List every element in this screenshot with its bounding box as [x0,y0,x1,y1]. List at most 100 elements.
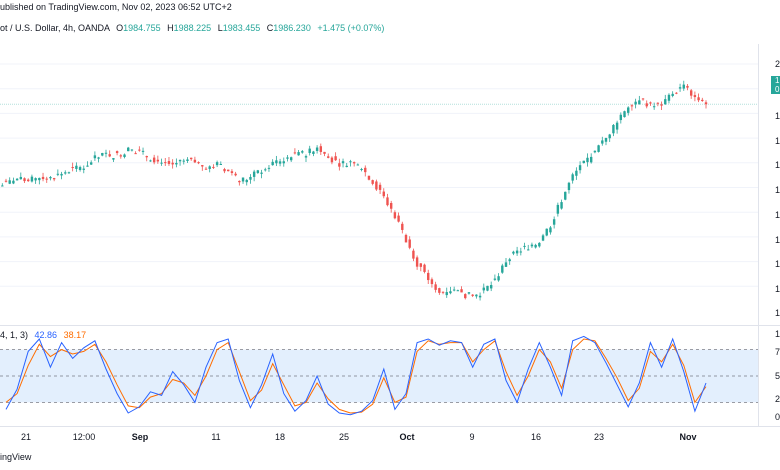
stochastic-k-value: 42.86 [34,330,58,340]
candle-body [389,202,393,209]
candle-body [60,173,63,176]
candle-body [219,163,223,165]
candle-body [501,265,504,273]
price-tick: 1 [775,185,780,195]
candle-body [689,90,693,96]
stochastic-params: 4, 1, 3) [0,330,29,340]
price-tick: 1 [775,160,780,170]
candle-body [15,178,19,181]
candle-body [397,215,400,222]
candle-body [75,165,78,169]
candle-body [278,161,282,164]
candle-body [519,251,523,253]
stochastic-tick: 0 [775,412,780,422]
candle-body [634,101,637,105]
candle-body [97,157,100,159]
candle-body [282,161,285,164]
candle-body [171,162,174,165]
candle-body [82,168,85,170]
last-price-badge: 1 0 [771,76,780,94]
candle-body [271,161,274,166]
candle-body [141,150,145,152]
low-value: 1983.455 [222,23,261,33]
candle-body [460,289,463,293]
candle-body [215,162,219,166]
tradingview-branding[interactable]: ingView [0,452,32,462]
candle-body [619,114,623,121]
high-label: H [167,23,174,33]
candle-body [297,152,300,156]
candle-body [493,278,497,280]
stochastic-d-value: 38.17 [63,330,87,340]
candle-body [186,159,189,161]
candle-body [293,152,297,154]
candle-body [701,99,704,102]
candle-body [349,161,352,163]
candle-body [456,290,460,292]
stochastic-scale[interactable]: 1 7 5 2 0 [758,326,780,426]
candle-body [589,156,593,163]
candle-body [364,167,367,173]
candle-body [367,175,371,180]
stochastic-tick: 1 [775,329,780,339]
stochastic-k-line [5,335,707,416]
candle-body [119,155,123,157]
candle-body [301,151,304,153]
candle-body [601,140,604,144]
chart-header: ublished on TradingView.com, Nov 02, 202… [0,0,780,44]
candle-body [575,170,578,176]
candle-body [23,178,26,182]
candle-body [578,165,582,171]
candle-body [4,180,8,182]
candle-body [56,173,60,175]
candle-body [582,160,585,164]
candle-body [608,134,611,139]
candle-body [145,156,148,158]
candle-body [438,288,441,293]
candle-body [549,227,552,233]
candle-body [408,239,411,248]
candle-body [275,160,278,164]
candle-body [289,157,293,161]
candle-body [49,177,52,179]
candle-body [41,176,45,180]
stochastic-chart[interactable] [0,326,758,426]
candle-body [123,154,126,158]
candle-body [341,161,345,164]
candle-body [175,162,178,165]
stochastic-pane[interactable] [0,326,758,426]
candle-body [249,176,252,180]
candle-body [164,162,167,164]
candle-body [604,138,608,142]
candle-body [452,289,456,291]
symbol-description[interactable]: ot / U.S. Dollar, 4h, OANDA [0,23,110,33]
candle-body [612,124,615,134]
candle-body [256,170,260,173]
candle-body [338,163,341,167]
close-value: 1986.230 [273,23,311,33]
candle-body [534,244,537,248]
candle-body [104,152,108,154]
price-chart[interactable] [0,44,758,324]
candle-body [475,294,478,297]
price-pane[interactable] [0,44,758,324]
candle-body [30,176,34,182]
time-tick: 16 [530,432,542,442]
candle-body [667,94,671,101]
candle-body [393,212,397,219]
candle-body [12,180,15,184]
price-scale[interactable]: 2 1 1 1 1 1 1 1 1 1 1 0 [758,44,780,326]
candle-body [193,159,197,163]
candle-body [323,151,326,154]
candle-body [508,259,511,262]
candle-body [545,228,548,236]
candle-body [704,102,708,105]
candle-body [497,276,500,281]
candle-body [182,160,185,162]
candle-body [552,219,556,225]
stochastic-tick: 2 [775,394,780,404]
candle-body [423,264,426,272]
candle-body [189,157,193,160]
time-axis[interactable]: 21 12:00 Sep 11 18 25 Oct 9 16 23 Nov [0,426,780,447]
pane-divider[interactable] [0,325,780,326]
